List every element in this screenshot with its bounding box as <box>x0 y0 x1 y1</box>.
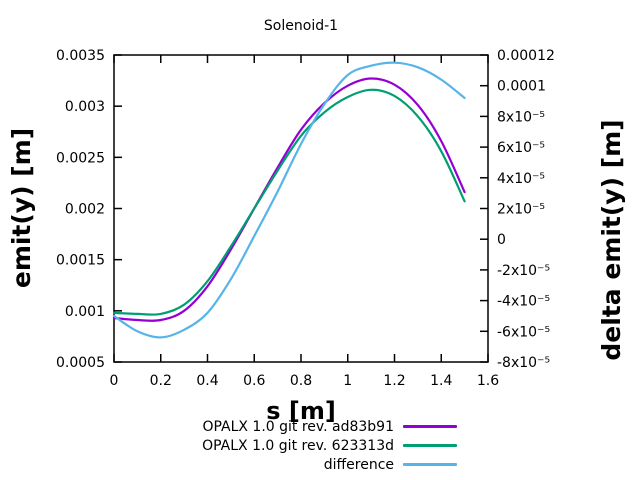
legend-item: OPALX 1.0 git rev. 623313d <box>202 436 457 455</box>
y2-tick-label: 4x10⁻⁵ <box>497 171 545 187</box>
y2-tick-label: -8x10⁻⁵ <box>497 355 550 371</box>
legend-line-sample <box>403 463 457 466</box>
x-tick-label: 1.6 <box>477 373 499 389</box>
legend: OPALX 1.0 git rev. ad83b91 OPALX 1.0 git… <box>202 417 457 474</box>
plot-border <box>113 54 489 363</box>
x-tick-label: 1.4 <box>430 373 452 389</box>
y-tick-label: 0.0015 <box>56 253 105 269</box>
y-axis-label: emit(y) [m] <box>7 127 36 289</box>
y-tick-label: 0.0035 <box>56 48 105 64</box>
x-tick-label: 0.4 <box>196 373 218 389</box>
y-tick-label: 0.003 <box>65 99 105 115</box>
y2-tick-label: 0.0001 <box>497 79 546 95</box>
y2-tick-label: -2x10⁻⁵ <box>497 263 550 279</box>
x-tick-label: 0.6 <box>243 373 265 389</box>
y-tick-label: 0.001 <box>65 304 105 320</box>
legend-label: OPALX 1.0 git rev. 623313d <box>202 437 394 454</box>
x-tick-label: 1.2 <box>383 373 405 389</box>
y2-tick-label: -4x10⁻⁵ <box>497 294 550 310</box>
y2-axis-label: delta emit(y) [m] <box>597 119 626 361</box>
chart-title: Solenoid-1 <box>263 18 339 34</box>
x-axis-label: s [m] <box>266 397 336 425</box>
y2-tick-label: 6x10⁻⁵ <box>497 140 545 156</box>
x-tick-label: 0.2 <box>150 373 172 389</box>
legend-label: OPALX 1.0 git rev. ad83b91 <box>202 418 394 435</box>
x-tick-label: 0 <box>110 373 119 389</box>
y-tick-label: 0.002 <box>65 202 105 218</box>
legend-item: difference <box>202 455 457 474</box>
y2-tick-label: 2x10⁻⁵ <box>497 202 545 218</box>
y2-tick-label: 8x10⁻⁵ <box>497 109 545 125</box>
x-tick-label: 0.8 <box>290 373 312 389</box>
y-tick-label: 0.0025 <box>56 150 105 166</box>
series-curve-2 <box>112 61 466 339</box>
series-curve-0 <box>112 77 466 322</box>
y2-tick-label: -6x10⁻⁵ <box>497 324 550 340</box>
legend-line-sample <box>403 444 457 447</box>
legend-line-sample <box>403 425 457 428</box>
y-tick-label: 0.0005 <box>56 355 105 371</box>
y2-tick-label: 0 <box>497 232 506 248</box>
y2-tick-label: 0.00012 <box>497 48 555 64</box>
x-tick-label: 1 <box>343 373 352 389</box>
legend-item: OPALX 1.0 git rev. ad83b91 <box>202 417 457 436</box>
legend-label: difference <box>323 456 394 473</box>
series-curve-1 <box>112 88 466 316</box>
